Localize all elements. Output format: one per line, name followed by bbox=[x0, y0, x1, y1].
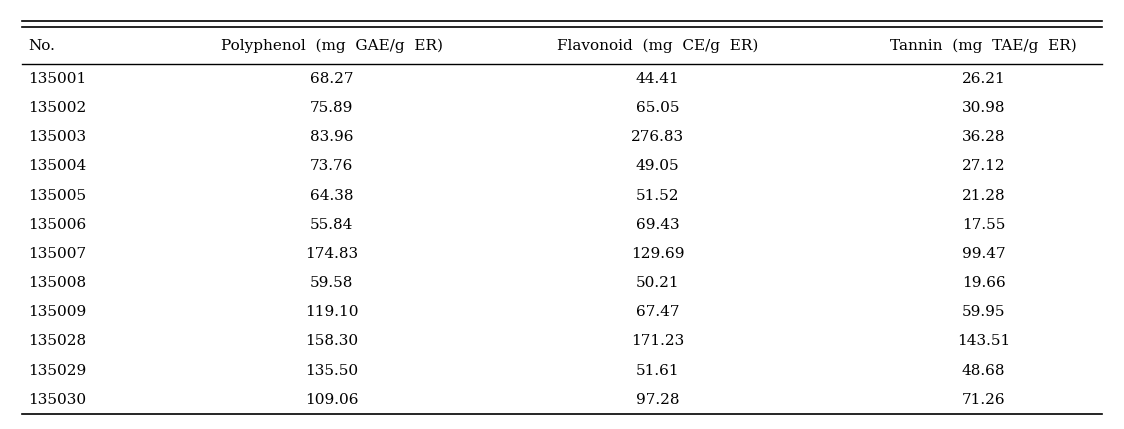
Text: 48.68: 48.68 bbox=[962, 364, 1005, 378]
Text: 276.83: 276.83 bbox=[631, 130, 685, 144]
Text: 50.21: 50.21 bbox=[636, 276, 679, 290]
Text: 135006: 135006 bbox=[28, 218, 87, 232]
Text: 65.05: 65.05 bbox=[636, 101, 679, 115]
Text: 51.52: 51.52 bbox=[636, 189, 679, 202]
Text: 119.10: 119.10 bbox=[305, 305, 359, 319]
Text: 17.55: 17.55 bbox=[962, 218, 1005, 232]
Text: 27.12: 27.12 bbox=[962, 160, 1005, 173]
Text: 49.05: 49.05 bbox=[636, 160, 679, 173]
Text: 99.47: 99.47 bbox=[962, 247, 1005, 261]
Text: 109.06: 109.06 bbox=[305, 393, 359, 407]
Text: 135007: 135007 bbox=[28, 247, 87, 261]
Text: 129.69: 129.69 bbox=[631, 247, 685, 261]
Text: 75.89: 75.89 bbox=[310, 101, 353, 115]
Text: 55.84: 55.84 bbox=[310, 218, 353, 232]
Text: 97.28: 97.28 bbox=[636, 393, 679, 407]
Text: 68.27: 68.27 bbox=[310, 72, 353, 86]
Text: 36.28: 36.28 bbox=[962, 130, 1005, 144]
Text: 83.96: 83.96 bbox=[310, 130, 353, 144]
Text: 174.83: 174.83 bbox=[305, 247, 359, 261]
Text: 135004: 135004 bbox=[28, 160, 87, 173]
Text: 143.51: 143.51 bbox=[957, 335, 1010, 348]
Text: Flavonoid  (mg  CE/g  ER): Flavonoid (mg CE/g ER) bbox=[556, 39, 759, 53]
Text: 135005: 135005 bbox=[28, 189, 87, 202]
Text: 69.43: 69.43 bbox=[636, 218, 679, 232]
Text: 135009: 135009 bbox=[28, 305, 87, 319]
Text: 30.98: 30.98 bbox=[962, 101, 1005, 115]
Text: 59.95: 59.95 bbox=[962, 305, 1005, 319]
Text: 135030: 135030 bbox=[28, 393, 87, 407]
Text: 71.26: 71.26 bbox=[962, 393, 1005, 407]
Text: Polyphenol  (mg  GAE/g  ER): Polyphenol (mg GAE/g ER) bbox=[220, 39, 443, 53]
Text: 135003: 135003 bbox=[28, 130, 87, 144]
Text: 171.23: 171.23 bbox=[631, 335, 685, 348]
Text: 158.30: 158.30 bbox=[305, 335, 359, 348]
Text: 135002: 135002 bbox=[28, 101, 87, 115]
Text: 135029: 135029 bbox=[28, 364, 87, 378]
Text: 73.76: 73.76 bbox=[310, 160, 353, 173]
Text: Tannin  (mg  TAE/g  ER): Tannin (mg TAE/g ER) bbox=[890, 39, 1077, 53]
Text: No.: No. bbox=[28, 39, 55, 53]
Text: 135008: 135008 bbox=[28, 276, 87, 290]
Text: 59.58: 59.58 bbox=[310, 276, 353, 290]
Text: 51.61: 51.61 bbox=[636, 364, 679, 378]
Text: 44.41: 44.41 bbox=[636, 72, 679, 86]
Text: 19.66: 19.66 bbox=[962, 276, 1005, 290]
Text: 64.38: 64.38 bbox=[310, 189, 353, 202]
Text: 67.47: 67.47 bbox=[636, 305, 679, 319]
Text: 135001: 135001 bbox=[28, 72, 87, 86]
Text: 21.28: 21.28 bbox=[962, 189, 1005, 202]
Text: 135.50: 135.50 bbox=[305, 364, 359, 378]
Text: 26.21: 26.21 bbox=[962, 72, 1005, 86]
Text: 135028: 135028 bbox=[28, 335, 87, 348]
